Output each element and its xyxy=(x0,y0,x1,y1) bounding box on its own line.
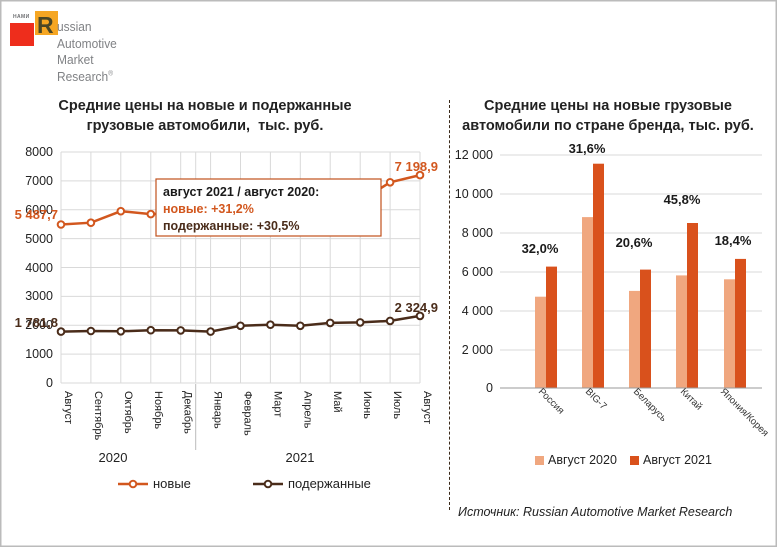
svg-text:Август 2021: Август 2021 xyxy=(643,453,712,467)
svg-text:6 000: 6 000 xyxy=(462,265,493,279)
svg-text:18,4%: 18,4% xyxy=(715,233,752,248)
svg-text:Беларусь: Беларусь xyxy=(631,386,669,424)
svg-text:32,0%: 32,0% xyxy=(522,241,559,256)
svg-text:31,6%: 31,6% xyxy=(569,141,606,156)
svg-text:10 000: 10 000 xyxy=(455,187,493,201)
svg-text:2 000: 2 000 xyxy=(462,343,493,357)
svg-text:45,8%: 45,8% xyxy=(664,192,701,207)
svg-text:4 000: 4 000 xyxy=(462,304,493,318)
svg-text:Россия: Россия xyxy=(536,386,566,416)
svg-text:BIG-7: BIG-7 xyxy=(583,386,609,412)
svg-text:20,6%: 20,6% xyxy=(616,235,653,250)
svg-text:Китай: Китай xyxy=(678,386,704,412)
svg-text:Япония/Корея: Япония/Корея xyxy=(718,386,771,439)
svg-text:Август 2020: Август 2020 xyxy=(548,453,617,467)
svg-text:0: 0 xyxy=(486,381,493,395)
svg-text:12 000: 12 000 xyxy=(455,148,493,162)
svg-text:8 000: 8 000 xyxy=(462,226,493,240)
